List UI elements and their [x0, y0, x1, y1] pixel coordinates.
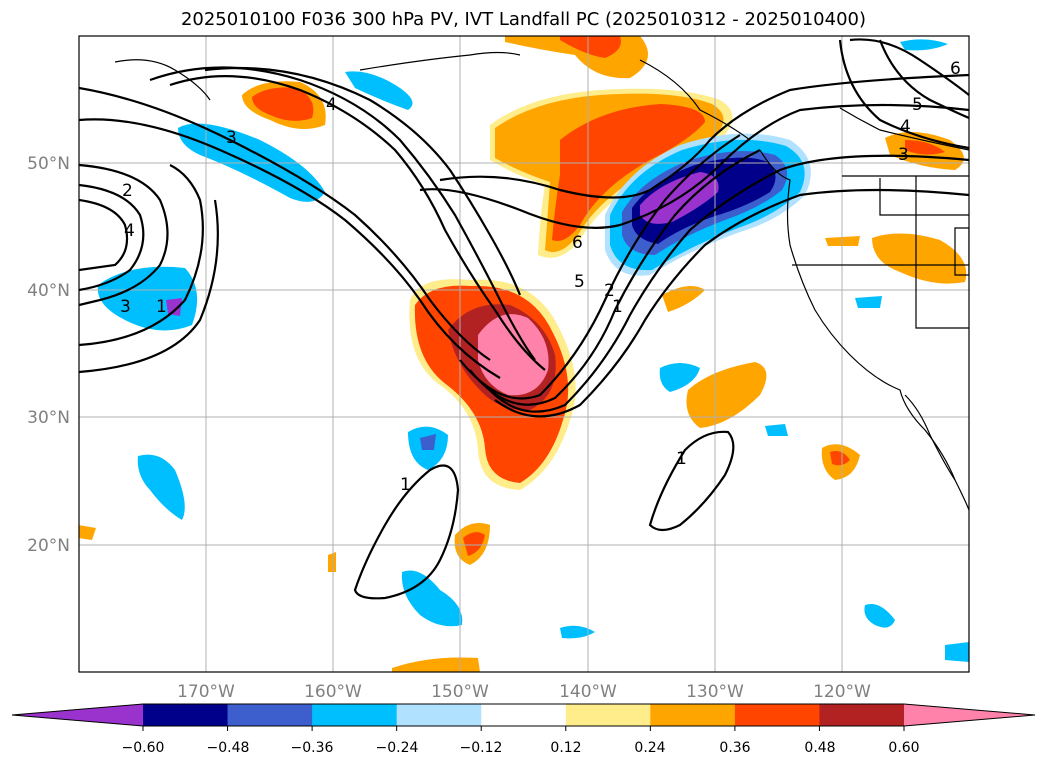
contour-label: 5	[574, 272, 585, 292]
colorbar-segment	[565, 704, 651, 726]
colorbar-segment	[481, 704, 567, 726]
colorbar-extend-max	[904, 704, 1035, 726]
lon-tick-label: 130°W	[686, 682, 744, 702]
colorbar-tick-label: 0.24	[634, 740, 665, 756]
colorbar-segment	[650, 704, 736, 726]
lon-tick-labels: 170°W 160°W 150°W 140°W 130°W 120°W	[177, 682, 871, 702]
lon-tick-label: 150°W	[431, 682, 489, 702]
colorbar-tick-label: −0.24	[376, 740, 419, 756]
colorbar-tick-label: −0.60	[122, 740, 165, 756]
colorbar-segment	[143, 704, 229, 726]
contour-label: 6	[950, 59, 961, 79]
contour-label: 3	[120, 297, 131, 317]
pv-contours	[79, 38, 969, 600]
shaded-field	[79, 36, 969, 672]
map-title: 2025010100 F036 300 hPa PV, IVT Landfall…	[180, 9, 867, 30]
contour-label: 1	[400, 475, 411, 495]
anomaly-positive-east2	[872, 233, 967, 284]
contour-label: 4	[124, 221, 135, 241]
lat-tick-label: 30°N	[27, 408, 70, 428]
lon-tick-label: 120°W	[813, 682, 871, 702]
contour-label: 2	[604, 281, 615, 301]
anomaly-positive-north-red	[552, 104, 705, 241]
contour-label: 3	[226, 128, 237, 148]
lon-tick-label: 160°W	[304, 682, 362, 702]
colorbar-tick-label: 0.60	[888, 740, 919, 756]
lat-tick-label: 50°N	[27, 154, 70, 174]
contour-label: 1	[676, 449, 687, 469]
anomaly-positive-mid	[686, 362, 767, 428]
contour-label: 2	[122, 181, 133, 201]
colorbar-tick-label: −0.48	[207, 740, 250, 756]
lat-tick-label: 20°N	[27, 536, 70, 556]
colorbar-tick-label: 0.12	[550, 740, 581, 756]
colorbar-tick-label: −0.12	[460, 740, 503, 756]
colorbar-segment	[819, 704, 905, 726]
contour-label: 4	[900, 117, 911, 137]
colorbar-segment	[227, 704, 313, 726]
contour-label: 5	[912, 95, 923, 115]
contour-label: 1	[612, 297, 623, 317]
colorbar-extend-min	[12, 704, 143, 726]
colorbar-segment	[734, 704, 820, 726]
contour-label: 3	[898, 145, 909, 165]
colorbar-tick-label: 0.48	[804, 740, 835, 756]
contour-label: 4	[326, 95, 337, 115]
lat-tick-label: 40°N	[27, 281, 70, 301]
contour-labels: 3 4 2 4 3 1 6 5 2 1 1 1 5 4 3 6	[120, 59, 961, 495]
lon-tick-label: 140°W	[559, 682, 617, 702]
colorbar-tick-labels: −0.60 −0.48 −0.36 −0.24 −0.12 0.12 0.24 …	[122, 740, 920, 756]
colorbar-segment	[396, 704, 482, 726]
colorbar-tick-label: −0.36	[291, 740, 334, 756]
contour-label: 1	[156, 297, 167, 317]
contour-label: 6	[572, 233, 583, 253]
lat-tick-labels: 20°N 30°N 40°N 50°N	[27, 154, 70, 556]
axes-frame	[78, 35, 970, 673]
lon-tick-label: 170°W	[177, 682, 235, 702]
colorbar-segment	[312, 704, 398, 726]
gridlines	[79, 36, 969, 672]
colorbar-tick-label: 0.36	[719, 740, 750, 756]
colorbar	[11, 703, 1036, 731]
